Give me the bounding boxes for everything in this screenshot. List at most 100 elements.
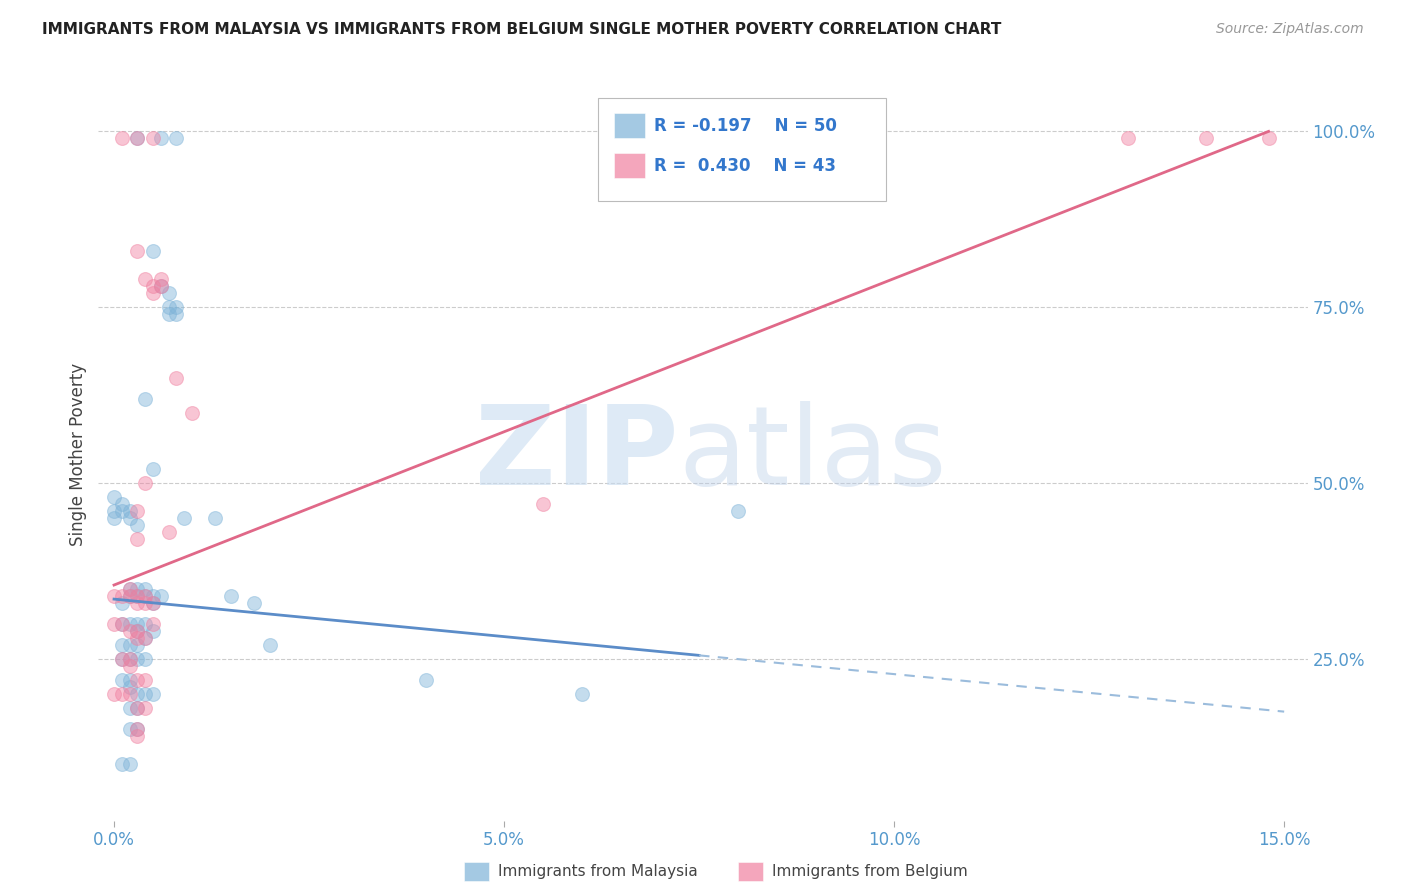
Text: atlas: atlas [679,401,948,508]
Point [127,131,149,145]
Text: R = -0.197    N = 50: R = -0.197 N = 50 [654,117,837,135]
Point [149,279,172,293]
Point [134,616,156,631]
Point [204,511,226,525]
Point [149,272,172,286]
Point [127,504,149,518]
Point [134,392,156,406]
Point [727,504,749,518]
Point [134,589,156,603]
Text: IMMIGRANTS FROM MALAYSIA VS IMMIGRANTS FROM BELGIUM SINGLE MOTHER POVERTY CORREL: IMMIGRANTS FROM MALAYSIA VS IMMIGRANTS F… [42,22,1001,37]
Text: Source: ZipAtlas.com: Source: ZipAtlas.com [1216,22,1364,37]
Point [111,687,134,701]
Point [127,687,149,701]
Text: ZIP: ZIP [475,401,679,508]
Point [103,687,125,701]
Point [111,497,134,511]
Point [149,589,172,603]
Point [1257,131,1279,145]
Point [173,511,195,525]
Point [127,244,149,258]
Point [142,462,165,476]
Point [111,616,134,631]
Point [118,687,141,701]
Point [118,673,141,687]
Point [103,490,125,504]
Point [165,370,187,384]
Point [127,533,149,547]
Point [127,596,149,610]
Point [142,286,165,301]
Point [1116,131,1139,145]
Point [134,596,156,610]
Point [149,131,172,145]
Point [142,616,165,631]
Point [165,131,187,145]
Point [134,631,156,645]
Point [118,582,141,596]
Point [111,616,134,631]
Point [134,476,156,491]
Point [127,631,149,645]
Point [157,286,180,301]
Point [127,723,149,737]
Point [142,244,165,258]
Point [118,757,141,772]
Point [415,673,437,687]
Point [118,616,141,631]
Point [142,624,165,638]
Point [118,723,141,737]
Point [165,300,187,314]
Point [118,701,141,715]
Point [103,511,125,525]
Point [127,624,149,638]
Point [149,279,172,293]
Point [142,589,165,603]
Text: R =  0.430    N = 43: R = 0.430 N = 43 [654,157,835,175]
Point [134,701,156,715]
Point [157,300,180,314]
Point [142,596,165,610]
Text: Immigrants from Belgium: Immigrants from Belgium [772,864,967,879]
Point [127,701,149,715]
Point [243,596,266,610]
Point [111,652,134,666]
Y-axis label: Single Mother Poverty: Single Mother Poverty [69,363,87,547]
Point [118,638,141,652]
Point [118,504,141,518]
Point [118,582,141,596]
Point [142,596,165,610]
Point [134,673,156,687]
Text: Immigrants from Malaysia: Immigrants from Malaysia [498,864,697,879]
Point [118,511,141,525]
Point [103,616,125,631]
Point [1195,131,1218,145]
Point [134,652,156,666]
Point [111,589,134,603]
Point [127,652,149,666]
Point [142,687,165,701]
Point [127,616,149,631]
Point [127,589,149,603]
Point [219,589,242,603]
Point [127,638,149,652]
Point [165,307,187,321]
Point [157,307,180,321]
Point [259,638,281,652]
Point [111,131,134,145]
Point [127,582,149,596]
Point [127,131,149,145]
Point [118,659,141,673]
Point [127,701,149,715]
Point [134,272,156,286]
Point [127,729,149,743]
Point [118,589,141,603]
Point [142,279,165,293]
Point [111,504,134,518]
Point [134,589,156,603]
Point [127,624,149,638]
Point [127,673,149,687]
Point [157,525,180,540]
Point [118,624,141,638]
Point [571,687,593,701]
